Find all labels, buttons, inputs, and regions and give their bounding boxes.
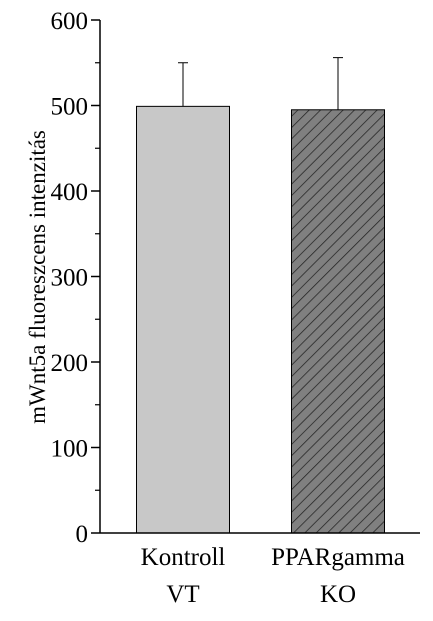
x-tick-label: Kontroll <box>141 544 226 571</box>
y-tick-label: 400 <box>51 179 89 206</box>
x-tick-label: KO <box>320 581 356 608</box>
y-tick-label: 100 <box>51 436 89 463</box>
y-axis-label: mWnt5a fluoreszcens intenzitás <box>25 130 50 424</box>
y-tick-label: 600 <box>51 8 89 35</box>
y-tick-label: 300 <box>51 265 89 292</box>
y-tick-label: 0 <box>76 521 89 548</box>
bar <box>136 105 230 534</box>
y-tick-label: 200 <box>51 350 89 377</box>
y-tick-label: 500 <box>51 94 89 121</box>
x-tick-label: PPARgamma <box>271 544 405 571</box>
x-tick-label: VT <box>166 581 199 608</box>
bar <box>291 109 385 534</box>
